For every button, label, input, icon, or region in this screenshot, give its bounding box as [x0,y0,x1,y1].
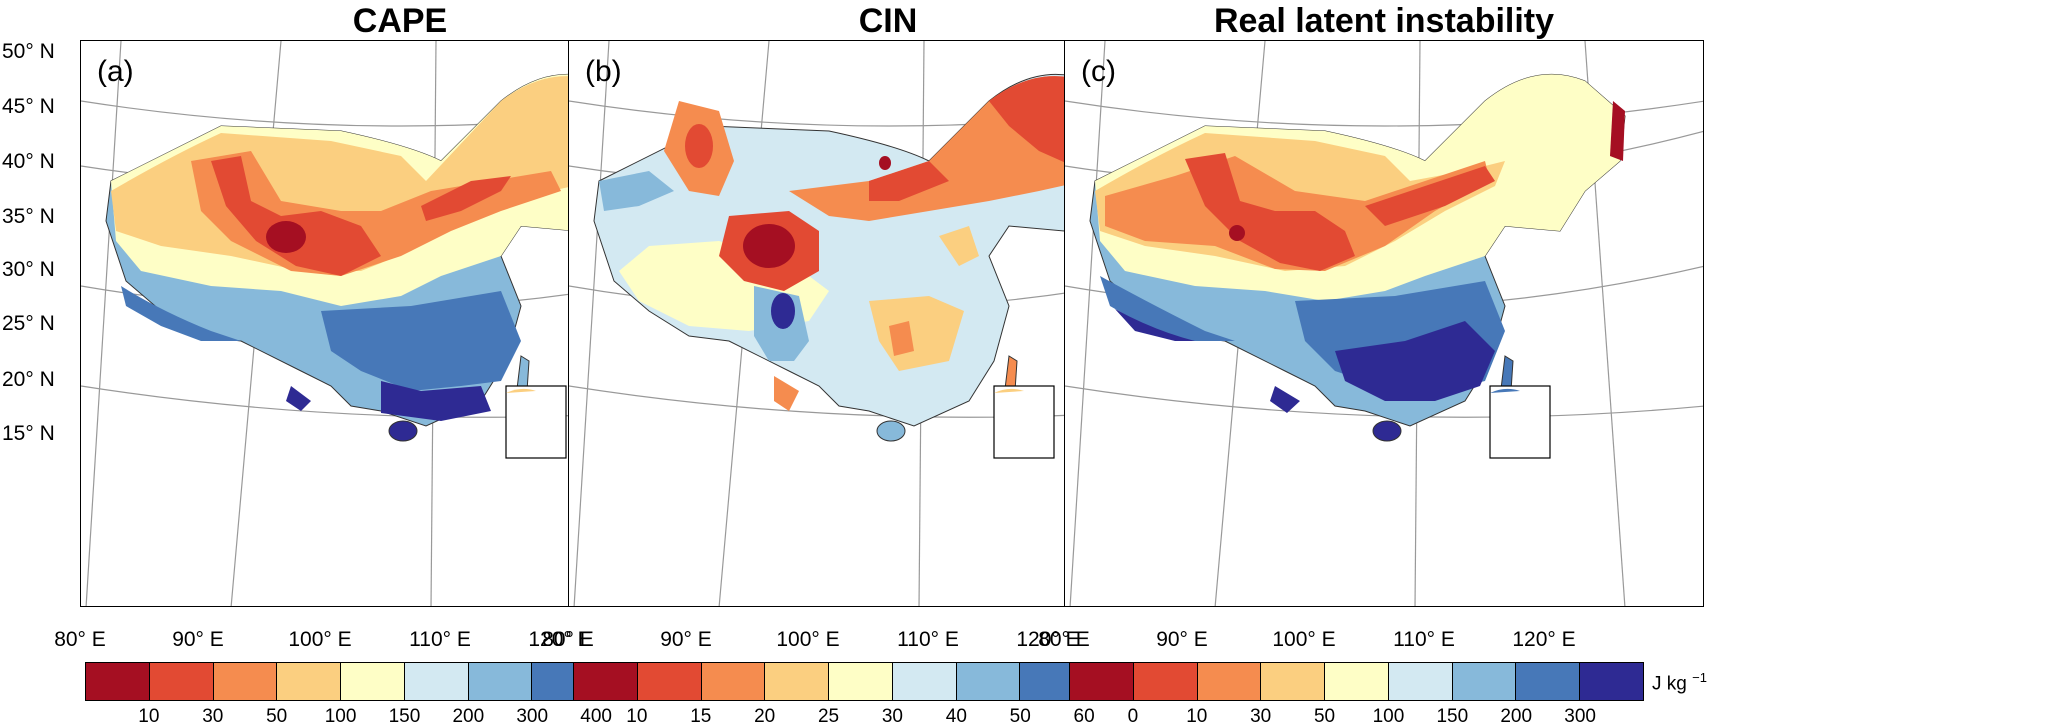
colorbar-segment [637,663,702,700]
colorbar-tick-label: 150 [1436,706,1469,727]
colorbar-segment [765,663,830,700]
colorbar-tick-label: 10 [1186,706,1208,727]
longitude-label: 90° E [660,628,712,651]
colorbar-segment [1516,663,1581,700]
colorbar-tick-label: 50 [1009,706,1031,727]
panel-real-latent-instability: Real latent instability [1064,0,1704,727]
longitude-label: 120° E [1512,628,1576,651]
colorbar [573,662,1148,701]
panel-letter: (b) [585,55,622,88]
colorbar-tick-label: 25 [817,706,840,727]
panel-title: CAPE [352,2,448,40]
colorbar-tick-label: 20 [754,706,776,727]
colorbar-segment [1133,663,1198,700]
colorbar-segment [341,663,405,700]
colorbar-tick-label: 10 [626,706,648,727]
longitude-label: 120° E [1016,628,1080,651]
colorbar-segment [892,663,957,700]
longitude-label: 110° E [897,628,959,651]
colorbar-tick-label: 150 [388,706,421,727]
colorbar-tick-label: 100 [324,706,357,727]
longitude-label: 80° E [1038,628,1090,651]
longitude-label: 100° E [288,628,352,651]
colorbar-segment [213,663,278,700]
latitude-label: 20° N [2,368,55,391]
colorbar-segment [404,663,469,700]
colorbar-tick-label: 10 [138,706,160,727]
colorbar-tick-label: 300 [516,706,549,727]
longitude-label: 90° E [172,628,224,651]
longitude-label: 120° E [528,628,592,651]
map-real-latent-instability: (c) [1064,40,1704,607]
latitude-label: 35° N [2,205,55,228]
colorbar-segment [468,663,533,700]
colorbar-segment [1197,663,1262,700]
longitude-label: 110° E [409,628,471,651]
latitude-label: 45° N [2,95,55,118]
panel-letter: (a) [97,55,134,88]
colorbar-segment [1070,663,1134,700]
colorbar-segment [1580,663,1644,700]
colorbar-tick-label: 300 [1564,706,1596,727]
colorbar-segment [1452,663,1517,700]
panel-letter: (c) [1081,55,1116,88]
panel-title: CIN [858,2,918,40]
colorbar [1069,662,1644,701]
colorbar-tick-label: 30 [202,706,224,727]
colorbar-segment [829,663,893,700]
longitude-label: 80° E [542,628,594,651]
colorbar-tick-label: 0 [1127,706,1139,727]
colorbar-tick-label: 15 [690,706,712,727]
colorbar-tick-label: 200 [452,706,485,727]
colorbar-tick-label: 100 [1372,706,1405,727]
colorbar-tick-label: 40 [945,706,967,727]
latitude-label: 15° N [2,422,55,445]
colorbar-segment [701,663,766,700]
colorbar-segment [1325,663,1389,700]
colorbar-tick-label: 60 [1073,706,1095,727]
longitude-label: 100° E [776,628,840,651]
latitude-label: 50° N [2,40,55,63]
colorbar-segment [956,663,1021,700]
longitude-label: 100° E [1272,628,1336,651]
colorbar-unit: J kg −1 [1652,670,1707,695]
latitude-label: 30° N [2,258,55,281]
colorbar-tick-label: 50 [266,706,288,727]
colorbar-tick-label: 30 [881,706,904,727]
colorbar-segment [149,663,214,700]
colorbar-tick-label: 200 [1500,706,1533,727]
colorbar-tick-label: 30 [1250,706,1272,727]
longitude-label: 110° E [1393,628,1455,651]
colorbar-segment [86,663,150,700]
colorbar-segment [1388,663,1453,700]
longitude-label: 90° E [1156,628,1208,651]
colorbar-segment [277,663,342,700]
colorbar-segment [574,663,638,700]
colorbar-tick-label: 400 [580,706,612,727]
longitude-label: 80° E [54,628,106,651]
panel-title: Real latent instability [1213,2,1555,40]
colorbar-tick-label: 50 [1313,706,1336,727]
latitude-label: 25° N [2,312,55,335]
colorbar-segment [1261,663,1326,700]
latitude-label: 40° N [2,150,55,173]
